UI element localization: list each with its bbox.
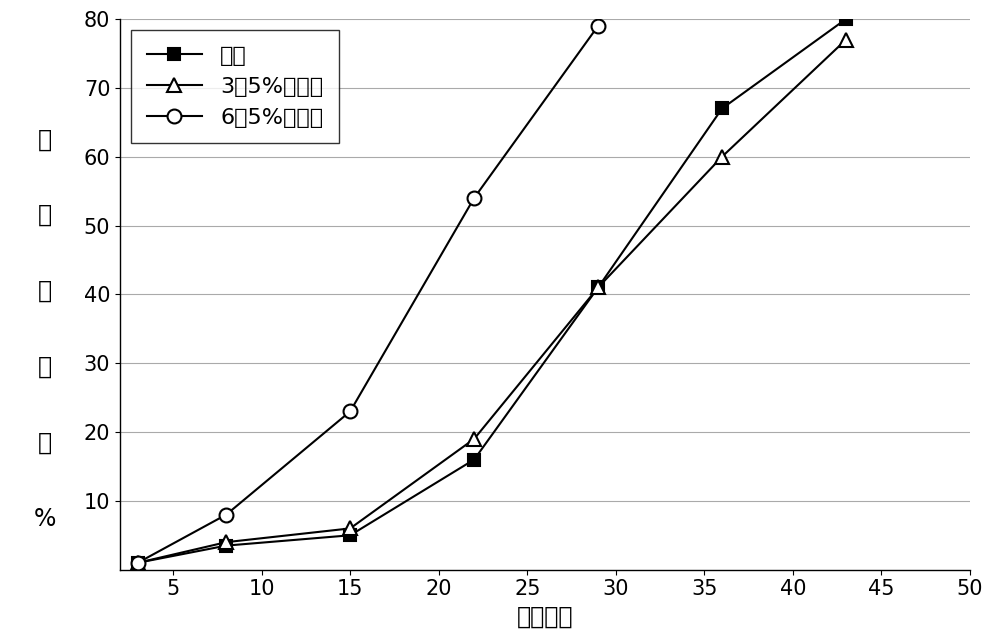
Text: 溶: 溶 [38, 279, 52, 303]
Line: 参比: 参比 [131, 13, 852, 569]
3．5%滑石粉 [220, 538, 232, 546]
Line: 3．5%滑石粉: 3．5%滑石粉 [131, 33, 853, 570]
Text: 出: 出 [38, 355, 52, 379]
Text: 积: 积 [38, 203, 52, 227]
Text: %: % [34, 507, 56, 531]
参比 [716, 104, 728, 112]
参比 [220, 542, 232, 549]
参比 [592, 284, 604, 291]
Line: 6．5%滑石粉: 6．5%滑石粉 [131, 19, 605, 570]
3．5%滑石粉 [716, 153, 728, 161]
参比 [468, 456, 480, 463]
3．5%滑石粉 [132, 559, 144, 567]
6．5%滑石粉 [468, 194, 480, 202]
6．5%滑石粉 [220, 511, 232, 518]
Legend: 参比, 3．5%滑石粉, 6．5%滑石粉: 参比, 3．5%滑石粉, 6．5%滑石粉 [131, 30, 339, 144]
Text: 率: 率 [38, 431, 52, 455]
6．5%滑石粉 [344, 408, 356, 415]
3．5%滑石粉 [592, 284, 604, 291]
3．5%滑石粉 [468, 435, 480, 442]
6．5%滑石粉 [592, 22, 604, 30]
参比 [344, 532, 356, 539]
X-axis label: 时间，天: 时间，天 [517, 605, 573, 629]
参比 [840, 15, 852, 23]
3．5%滑石粉 [344, 525, 356, 532]
参比 [132, 559, 144, 567]
Text: 累: 累 [38, 127, 52, 151]
3．5%滑石粉 [840, 36, 852, 44]
6．5%滑石粉 [132, 559, 144, 567]
